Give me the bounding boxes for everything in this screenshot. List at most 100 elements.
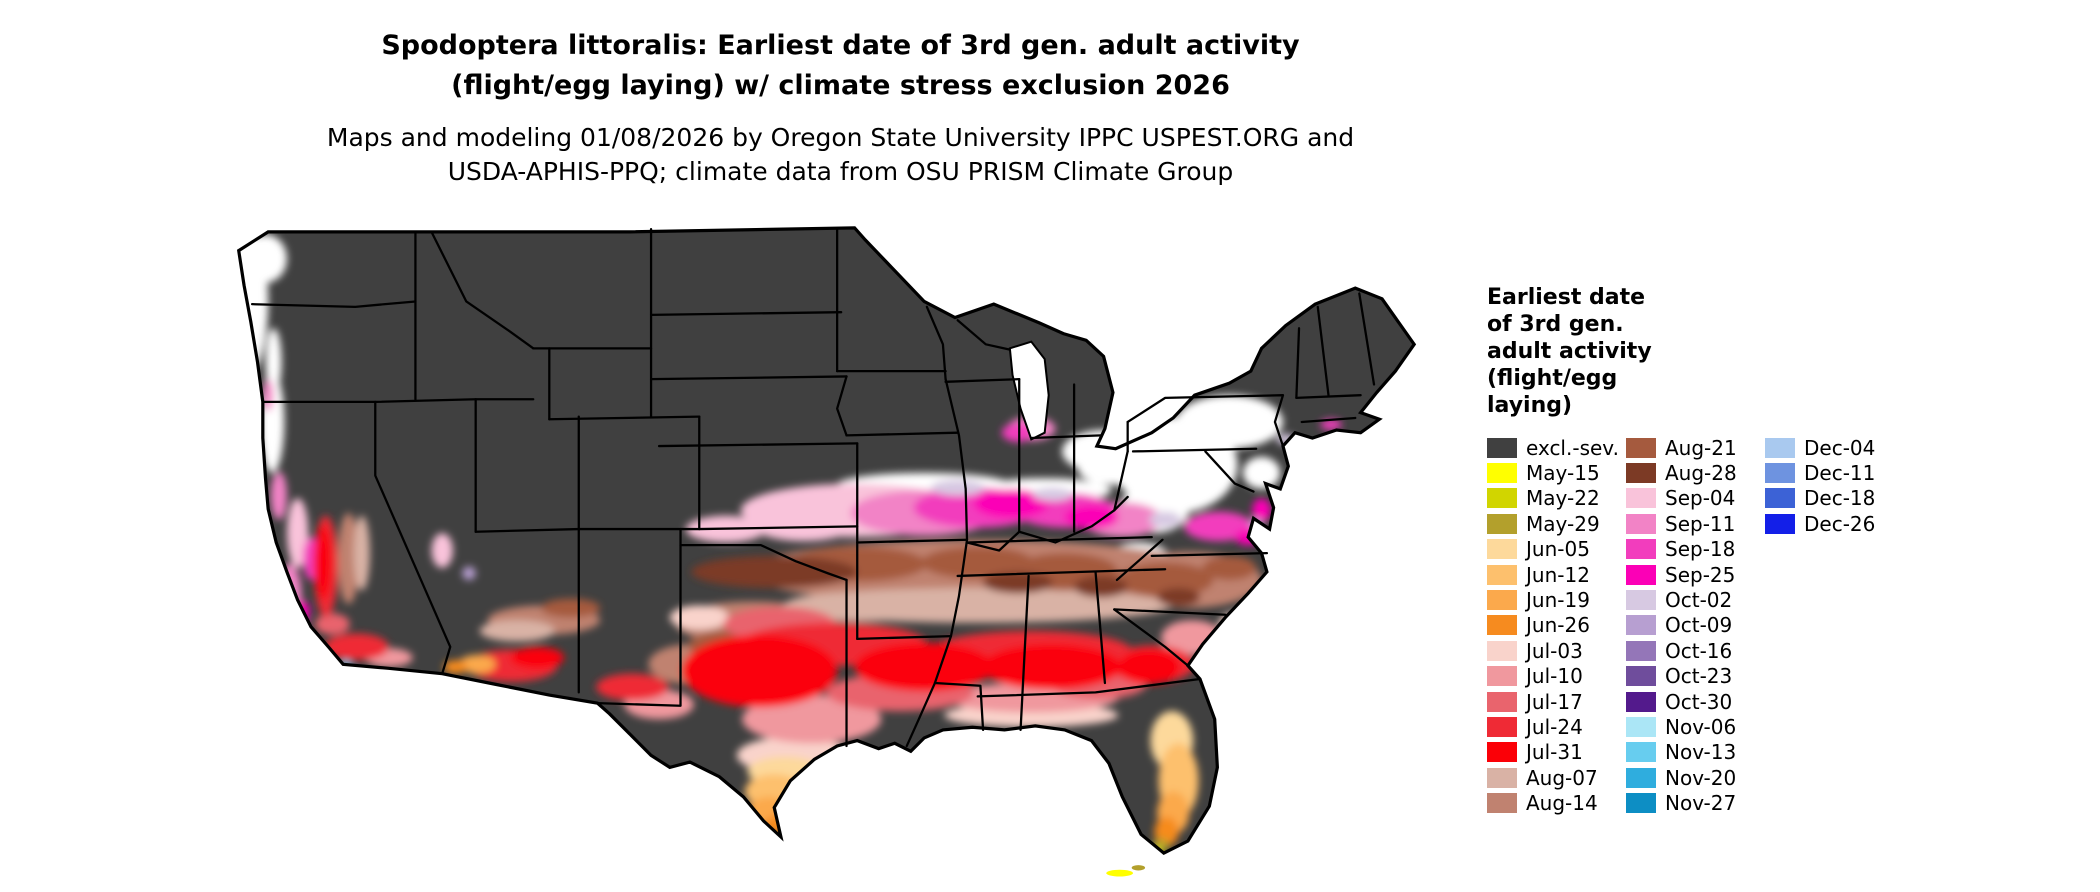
map-region-Jul-17 <box>315 613 350 635</box>
legend-item: Nov-13 <box>1626 740 1765 765</box>
legend-item: Jul-31 <box>1487 740 1626 765</box>
title-line-2: (flight/egg laying) w/ climate stress ex… <box>451 70 1230 101</box>
legend-label: Jun-12 <box>1526 562 1590 587</box>
legend-item: Jun-19 <box>1487 587 1626 612</box>
map-attribution: Maps and modeling 01/08/2026 by Oregon S… <box>228 121 1453 189</box>
map-region-no-data <box>1078 455 1154 485</box>
legend-label: Jul-31 <box>1526 740 1583 765</box>
legend-label: Oct-02 <box>1665 588 1733 613</box>
legend-swatch-Jun-12 <box>1487 564 1517 585</box>
legend-label: Aug-14 <box>1526 791 1598 816</box>
legend-item: May-29 <box>1487 511 1626 536</box>
legend-label: Sep-11 <box>1665 511 1736 536</box>
legend-swatch-Dec-18 <box>1765 488 1795 509</box>
attribution-line-1: Maps and modeling 01/08/2026 by Oregon S… <box>326 123 1355 152</box>
legend-item: Jul-24 <box>1487 714 1626 739</box>
legend-column-2: Aug-21 Aug-28 Sep-04 Sep-11 Sep-18 Sep-25 Oct-… <box>1626 435 1765 816</box>
legend-swatch-Sep-25 <box>1626 564 1656 585</box>
map-region-Oct-02 <box>1032 487 1073 501</box>
legend-swatch-Aug-21 <box>1626 437 1656 458</box>
map-region-Aug-28 <box>1157 587 1200 607</box>
legend-label: Jun-19 <box>1526 588 1590 613</box>
map-region-Aug-07 <box>353 515 370 591</box>
map-region-Sep-18 <box>1320 419 1342 430</box>
legend-item: Nov-06 <box>1626 714 1765 739</box>
legend-label: Sep-04 <box>1665 486 1736 511</box>
legend-label: Nov-13 <box>1665 740 1737 765</box>
legend-label: Dec-18 <box>1804 486 1876 511</box>
map-region-Sep-25 <box>973 488 1049 519</box>
legend-label: Sep-25 <box>1665 562 1736 587</box>
legend-swatch-Aug-28 <box>1626 463 1656 484</box>
map-region-Aug-07 <box>479 620 555 642</box>
legend-swatch-Dec-11 <box>1765 463 1795 484</box>
legend-item: Jun-05 <box>1487 537 1626 562</box>
legend-swatch-Jul-10 <box>1487 666 1517 687</box>
map-region-Sep-25 <box>1064 504 1119 530</box>
legend-swatch-Jun-05 <box>1487 539 1517 560</box>
map-region-Jul-03 <box>669 605 729 630</box>
legend-swatch-May-15 <box>1487 463 1517 484</box>
legend-columns: excl.-sev. May-15 May-22 May-29 Jun-05 Jun-12… <box>1487 435 1875 816</box>
map-region-Aug-28 <box>691 555 858 588</box>
map-region-Jul-24 <box>596 673 669 701</box>
map-region-Sep-18 <box>282 612 307 647</box>
map-region-Jul-31 <box>681 634 838 708</box>
legend-title: Earliest date of 3rd gen. adult activity… <box>1487 285 1652 418</box>
legend-label: Oct-23 <box>1665 664 1733 689</box>
map-region-Jul-31 <box>315 525 332 601</box>
map-region-Aug-14 <box>337 513 360 605</box>
legend-swatch-Sep-04 <box>1626 488 1656 509</box>
legend-item: Jun-26 <box>1487 613 1626 638</box>
map-region-Aug-21 <box>1116 562 1214 598</box>
map-region-no-data <box>1175 395 1283 449</box>
map-region-Jul-31 <box>854 642 994 692</box>
legend-item: Oct-09 <box>1626 613 1765 638</box>
legend-swatch-Oct-23 <box>1626 666 1656 687</box>
map-fill-layer <box>238 227 1415 854</box>
legend-item: Dec-26 <box>1765 511 1875 536</box>
map-region-Oct-02 <box>930 479 985 496</box>
legend-item: May-15 <box>1487 460 1626 485</box>
map-legend: Earliest date of 3rd gen. adult activity… <box>1487 284 1875 816</box>
legend-item: Oct-30 <box>1626 689 1765 714</box>
legend-label: Dec-04 <box>1804 435 1876 460</box>
map-region-Sep-11 <box>277 563 302 629</box>
map-region-May-15 <box>1146 851 1158 854</box>
legend-swatch-Nov-20 <box>1626 767 1656 788</box>
legend-swatch-excl.-sev. <box>1487 437 1517 458</box>
legend-swatch-Nov-27 <box>1626 793 1656 814</box>
florida-keys <box>1106 865 1146 877</box>
legend-swatch-Dec-04 <box>1765 437 1795 458</box>
legend-item: Aug-21 <box>1626 435 1765 460</box>
legend-swatch-Aug-14 <box>1487 793 1517 814</box>
legend-item: Jul-17 <box>1487 689 1626 714</box>
legend-item: Nov-20 <box>1626 765 1765 790</box>
legend-label: Jul-03 <box>1526 638 1583 663</box>
legend-item: Dec-18 <box>1765 486 1875 511</box>
map-region-no-data <box>1242 456 1281 489</box>
legend-label: Dec-26 <box>1804 511 1876 536</box>
lake-michigan <box>1008 340 1050 441</box>
legend-label: Jul-24 <box>1526 714 1583 739</box>
legend-item: Sep-11 <box>1626 511 1765 536</box>
legend-label: Aug-07 <box>1526 765 1598 790</box>
legend-item: Oct-02 <box>1626 587 1765 612</box>
legend-label: Jun-26 <box>1526 613 1590 638</box>
map-region-Aug-28 <box>983 571 1053 594</box>
legend-item: May-22 <box>1487 486 1626 511</box>
map-region-Sep-11 <box>270 471 287 520</box>
map-region-Jul-24 <box>324 633 389 661</box>
legend-label: excl.-sev. <box>1526 435 1619 460</box>
legend-swatch-Nov-13 <box>1626 742 1656 763</box>
map-region-Oct-02 <box>1149 511 1182 528</box>
legend-item: Aug-07 <box>1487 765 1626 790</box>
state-borders <box>250 228 1376 748</box>
legend-swatch-Sep-18 <box>1626 539 1656 560</box>
legend-label: Aug-21 <box>1665 435 1737 460</box>
legend-item: Sep-18 <box>1626 537 1765 562</box>
map-region-Sep-04 <box>286 498 309 568</box>
legend-item: Dec-11 <box>1765 460 1875 485</box>
map-region-Aug-21 <box>921 546 1034 579</box>
map-region-no-data <box>244 234 287 283</box>
